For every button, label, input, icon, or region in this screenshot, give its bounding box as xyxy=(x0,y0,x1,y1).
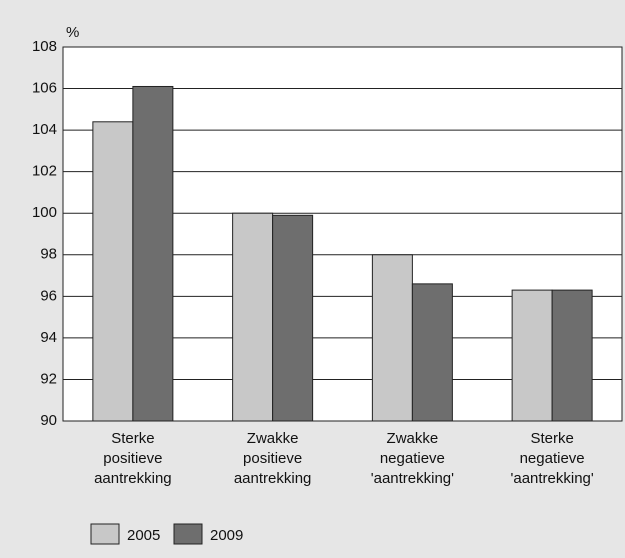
x-tick-label: Sterke negatieve'aantrekking' xyxy=(510,430,593,487)
y-tick-label: 92 xyxy=(40,370,57,387)
x-tick-label: Zwakke negatieve'aantrekking' xyxy=(371,430,454,487)
legend-swatch xyxy=(90,523,120,545)
y-tick-label: 106 xyxy=(32,80,57,97)
y-tick-label: 108 xyxy=(32,38,57,55)
bar xyxy=(132,85,174,422)
bar xyxy=(511,289,553,422)
bar xyxy=(411,283,453,422)
bar xyxy=(551,289,593,422)
y-tick-label: 98 xyxy=(40,246,57,263)
y-tick-label: 100 xyxy=(32,204,57,221)
y-tick-label: 96 xyxy=(40,287,57,304)
bar xyxy=(371,254,413,422)
legend-swatch xyxy=(173,523,203,545)
x-tick-label: Sterke positieve aantrekking xyxy=(94,430,172,487)
legend-label: 2009 xyxy=(210,527,243,544)
y-tick-label: 94 xyxy=(40,329,57,346)
bar xyxy=(92,121,134,422)
legend-label: 2005 xyxy=(127,527,160,544)
bar xyxy=(272,214,314,422)
y-unit: % xyxy=(66,24,79,41)
bar xyxy=(232,212,274,422)
y-tick-label: 102 xyxy=(32,163,57,180)
y-tick-label: 90 xyxy=(40,412,57,429)
y-tick-label: 104 xyxy=(32,121,57,138)
x-tick-label: Zwakke positieve aantrekking xyxy=(234,430,312,487)
